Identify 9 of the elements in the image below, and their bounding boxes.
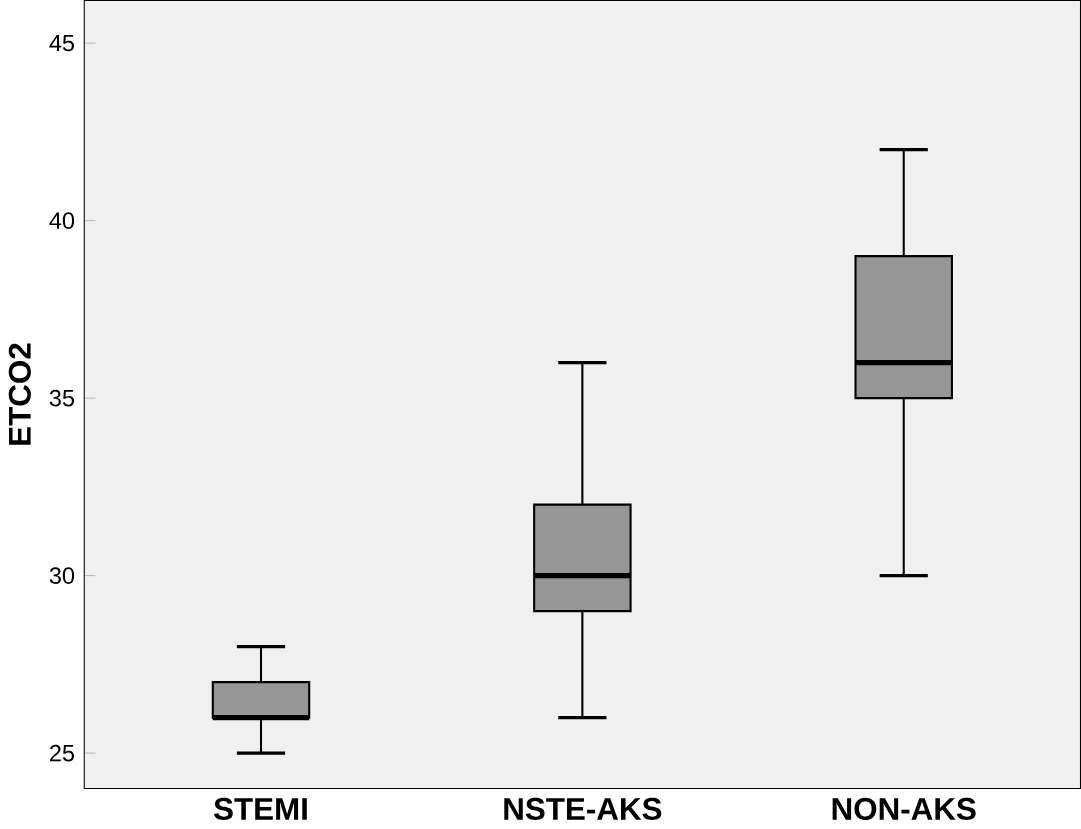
x-tick-label: STEMI <box>213 797 307 821</box>
y-tick-label: 35 <box>49 389 75 407</box>
y-tick-label: 25 <box>50 744 75 762</box>
y-tick-label: 40 <box>49 212 75 230</box>
y-tick-label: 30 <box>49 567 75 585</box>
x-tick-label: NSTE-AKS <box>504 797 662 821</box>
x-tick-label: NON-AKS <box>832 797 976 821</box>
y-tick-label: 45 <box>49 35 75 52</box>
y-axis-title: ETCO2 <box>8 343 31 445</box>
